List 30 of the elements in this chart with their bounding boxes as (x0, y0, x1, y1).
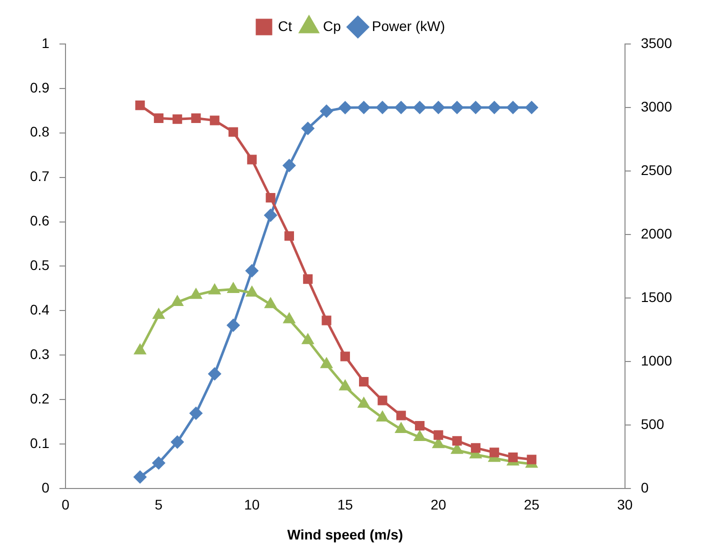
y2-tick-label: 500 (640, 416, 664, 432)
y-tick-label: 0.5 (30, 257, 50, 274)
y-tick-label: 0.8 (30, 124, 50, 140)
y-tick-label: 0.6 (30, 212, 50, 229)
x-tick-label: 10 (244, 496, 260, 513)
y2-tick-label: 3000 (640, 98, 672, 114)
y-tick-label: 0.7 (30, 168, 50, 184)
x-tick-label: 0 (62, 496, 70, 513)
y2-tick-label: 2500 (640, 162, 672, 178)
legend-label: Cp (322, 18, 342, 34)
y2-tick-label: 1000 (640, 352, 672, 368)
x-tick-label: 20 (430, 496, 446, 513)
y-tick-label: 0 (42, 479, 50, 496)
x-axis-title: Wind speed (m/s) (287, 526, 404, 542)
y-tick-label: 0.3 (30, 346, 50, 362)
y-tick-label: 0.9 (30, 79, 50, 96)
legend-label: Power (kW) (372, 18, 446, 34)
y-tick-label: 0.1 (30, 434, 50, 451)
y-tick-label: 0.4 (30, 302, 50, 318)
y2-tick-label: 3500 (640, 34, 672, 51)
y2-tick-label: 0 (640, 479, 649, 496)
x-tick-label: 30 (617, 496, 633, 513)
x-tick-label: 25 (524, 496, 540, 513)
y2-tick-label: 1500 (640, 288, 672, 305)
y-tick-label: 0.2 (30, 390, 50, 406)
x-tick-label: 5 (154, 496, 163, 513)
x-tick-label: 15 (337, 496, 354, 513)
legend-label: Ct (278, 18, 292, 34)
y-tick-label: 1 (42, 34, 50, 51)
y2-tick-label: 2000 (640, 225, 672, 242)
